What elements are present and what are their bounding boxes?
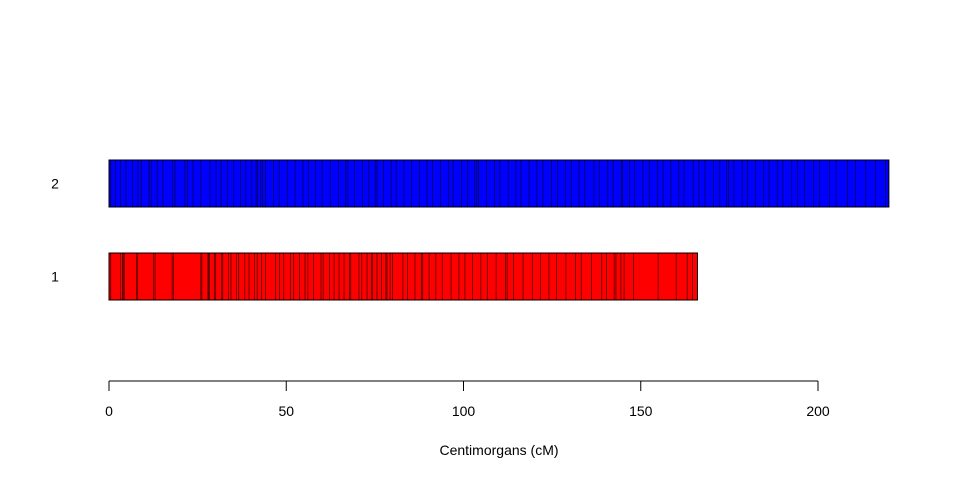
x-tick-label: 0 [105, 403, 113, 419]
x-axis-label: Centimorgans (cM) [439, 442, 558, 458]
x-axis: 0 50 100 150 200 [105, 380, 830, 419]
chromosome-label: 2 [51, 176, 59, 192]
chromosome-bar [108, 252, 698, 301]
chromosome-1: 1 [51, 252, 698, 301]
x-tick-label: 50 [278, 403, 294, 419]
x-tick-label: 100 [452, 403, 476, 419]
chromosome-2: 2 [51, 159, 890, 208]
chromosome-label: 1 [51, 269, 59, 285]
chromosome-bars: 12 [51, 159, 890, 301]
chromosome-bar [108, 159, 890, 208]
x-tick-label: 150 [629, 403, 653, 419]
x-tick-label: 200 [806, 403, 830, 419]
